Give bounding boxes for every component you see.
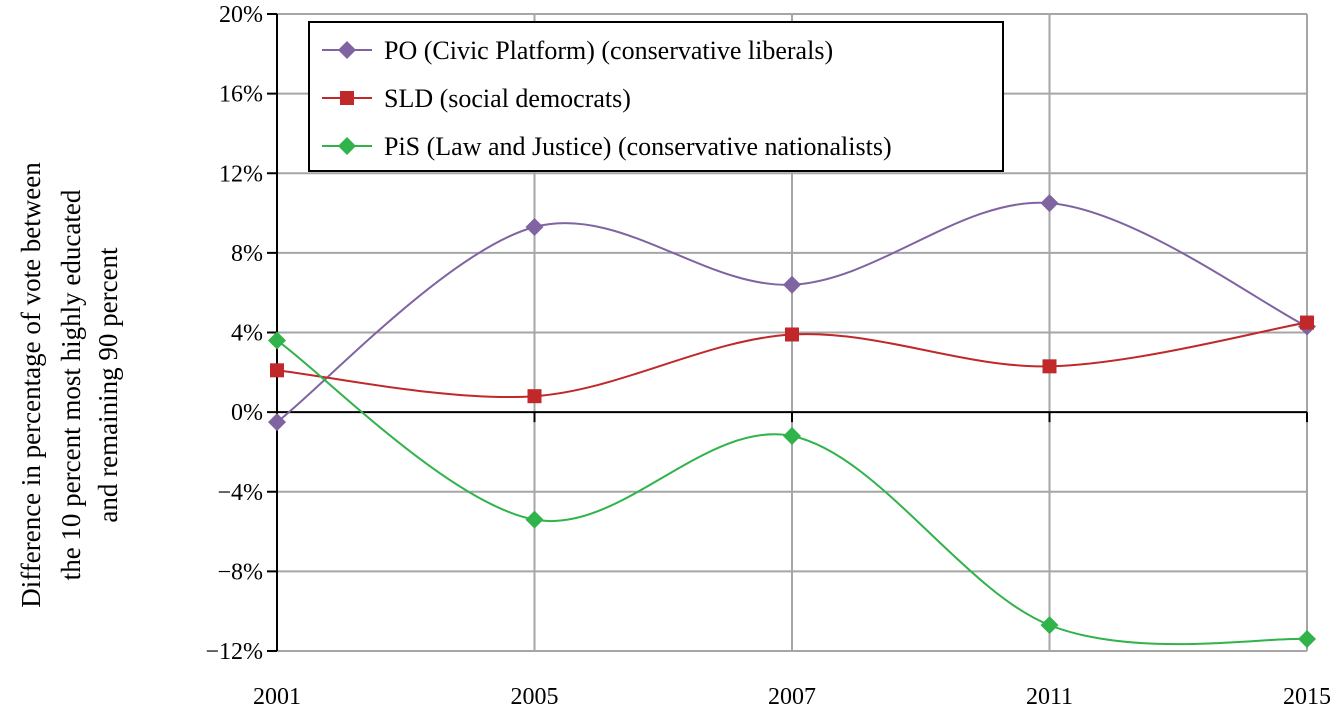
legend-swatch-marker [340, 91, 354, 105]
data-point [1298, 630, 1316, 649]
legend-box [308, 21, 1004, 172]
legend: PO (Civic Platform) (conservative libera… [308, 21, 1004, 172]
x-tick-label: 2007 [768, 684, 816, 710]
data-point [1042, 359, 1057, 374]
y-tick-label: 20% [219, 2, 263, 28]
series-2 [270, 315, 1314, 404]
y-tick-label: 4% [231, 321, 263, 347]
x-tick-label: 2005 [511, 684, 559, 710]
y-tick-label: −8% [217, 559, 263, 585]
data-point [783, 427, 801, 446]
x-axis-ticks: 2001 2005 2007 2011 2015 [253, 684, 1331, 710]
data-point [1300, 315, 1314, 330]
legend-entry: PO (Civic Platform) (conservative libera… [384, 36, 833, 65]
legend-swatch-marker [338, 41, 356, 59]
x-tick-label: 2011 [1026, 684, 1073, 710]
series-3 [268, 331, 1316, 649]
data-point [525, 217, 544, 236]
legend-entry: PiS (Law and Justice) (conservative nati… [384, 132, 892, 161]
data-point [785, 327, 799, 342]
y-axis-label-line: Difference in percentage of vote between [16, 162, 46, 608]
data-point [268, 413, 286, 432]
data-point [270, 363, 284, 378]
data-point [783, 275, 801, 294]
data-point [1040, 194, 1059, 213]
y-tick-label: 16% [219, 82, 263, 108]
data-point [525, 510, 544, 529]
y-axis-label: Difference in percentage of vote between… [16, 162, 123, 608]
legend-entry: SLD (social democrats) [384, 84, 631, 113]
y-tick-label: −12% [205, 639, 263, 665]
y-axis-label-line: the 10 percent most highly educated [56, 189, 86, 580]
data-point [268, 331, 286, 350]
data-point [1040, 616, 1059, 635]
y-tick-label: −4% [217, 480, 263, 506]
y-axis-ticks: 20% 16% 12% 8% 4% 0% −4% −8% −12% [205, 2, 263, 665]
x-tick-label: 2001 [253, 684, 301, 710]
y-axis-label-line: and remaining 90 percent [93, 247, 123, 523]
y-tick-label: 0% [231, 400, 263, 426]
y-tick-label: 8% [231, 241, 263, 267]
series-lines [268, 194, 1316, 649]
legend-swatch-marker [338, 137, 356, 155]
data-point [527, 389, 542, 404]
y-tick-label: 12% [219, 161, 263, 187]
x-tick-label: 2015 [1283, 684, 1331, 710]
